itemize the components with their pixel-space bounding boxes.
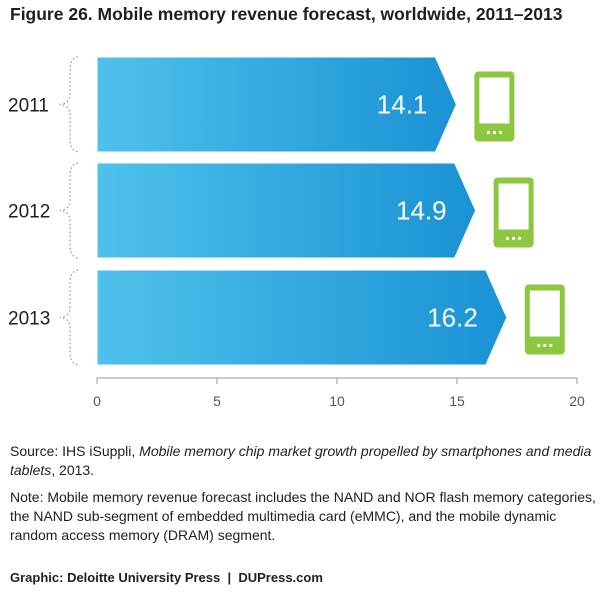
- bracket-2012: [59, 162, 79, 259]
- chart-title: Figure 26. Mobile memory revenue forecas…: [10, 4, 563, 24]
- x-tick-label: 10: [329, 393, 345, 409]
- footnote: Note: Mobile memory revenue forecast inc…: [10, 489, 596, 543]
- bar-2011: [96, 56, 457, 153]
- bar-2012: [96, 162, 477, 259]
- source-note: Source: IHS iSuppli, Mobile memory chip …: [10, 443, 592, 478]
- bar-chart: 2011 14.1 2012 14.9 2013 16.2 0 5 10 15 20: [8, 56, 585, 409]
- data-label-2012: 14.9: [396, 196, 447, 226]
- x-axis: 0 5 10 15 20: [93, 377, 585, 409]
- data-label-2013: 16.2: [427, 303, 478, 333]
- category-label-2013: 2013: [8, 309, 50, 330]
- smartphone-icon: [493, 177, 534, 248]
- x-tick-label: 20: [569, 393, 585, 409]
- x-tick-label: 5: [213, 393, 221, 409]
- category-label-2012: 2012: [8, 202, 50, 223]
- credit-line: Graphic: Deloitte University Press | DUP…: [10, 570, 323, 585]
- bracket-2011: [59, 56, 79, 153]
- bracket-2013: [59, 269, 79, 366]
- bar-2013: [96, 269, 508, 366]
- x-tick-label: 0: [93, 393, 101, 409]
- category-label-2011: 2011: [8, 96, 49, 117]
- smartphone-icon: [474, 71, 515, 142]
- x-tick-label: 15: [449, 393, 465, 409]
- data-label-2011: 14.1: [377, 90, 428, 120]
- smartphone-icon: [524, 284, 565, 355]
